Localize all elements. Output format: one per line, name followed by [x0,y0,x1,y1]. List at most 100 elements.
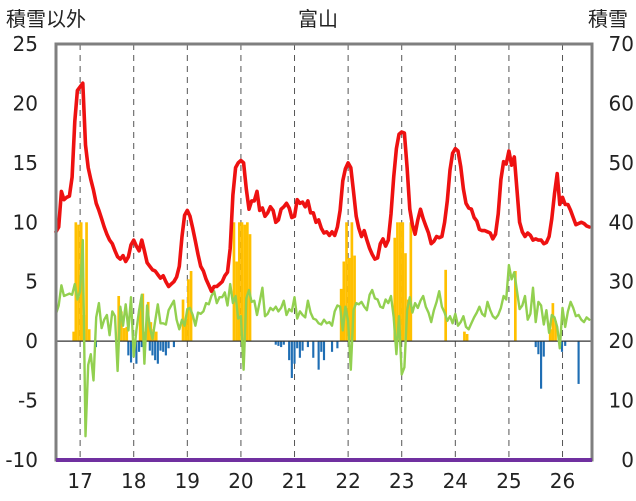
blue-bars-bar [542,341,545,357]
blue-bars-bar [290,341,293,378]
blue-bars-bar [336,341,339,349]
orange-bars-bar [401,222,405,342]
blue-bars-bar [140,341,143,348]
orange-bars-bar [551,303,555,342]
blue-bars-bar [306,341,309,348]
blue-bars-bar [127,341,130,356]
blue-bars-bar [162,341,165,352]
orange-bars-bar [240,222,244,342]
chart-title: 富山 [298,7,338,31]
left-y-tick-labels: -10 -5 0 5 10 15 20 25 [5,32,38,472]
orange-bars-bar [548,329,552,342]
orange-bars-bar [396,222,399,342]
orange-bars-bar [409,222,413,342]
blue-bars-bar [164,341,167,356]
blue-bars-bar [301,341,304,351]
blue-bars-bar [172,341,175,348]
blue-bars-bar [167,341,170,349]
orange-bars-bar [406,299,410,342]
y-left-tick-label: 15 [13,151,38,175]
orange-bars-bar [87,329,91,342]
orange-bars-bar [237,222,241,342]
orange-bars-bar [465,334,469,342]
blue-bars-bar [288,341,291,361]
x-tick-label: 22 [335,469,360,493]
blue-bars-bar [330,341,334,352]
y-right-tick-label: 0 [621,448,634,472]
blue-bars-bar [282,341,285,345]
y-left-tick-label: -5 [18,389,38,413]
y-right-tick-label: 70 [609,32,634,56]
orange-bars-bar [350,222,354,342]
orange-bars-bar [248,234,252,342]
y-right-tick-label: 60 [609,91,634,115]
blue-bars-bar [312,341,315,358]
blue-bars-bar [280,341,283,348]
orange-bars-bar [353,255,356,342]
orange-bars-bar [554,320,557,342]
y-right-tick-label: 40 [609,210,634,234]
y-left-tick-label: 0 [25,329,38,353]
red-line-series [54,81,592,293]
y-right-tick-label: 20 [609,329,634,353]
orange-bars-bar [514,271,517,342]
x-tick-label: 18 [121,469,146,493]
orange-bars-bar [393,237,397,342]
x-tick-labels: 17 18 19 20 21 22 23 24 25 26 [67,469,575,493]
orange-bars-bar [347,257,351,342]
orange-bars-bar [232,222,236,342]
blue-bars-bar [154,341,157,361]
x-tick-label: 20 [228,469,253,493]
blue-bars-bar [135,341,138,364]
orange-bars-bar [243,224,247,342]
orange-bars-bar [404,253,407,342]
orange-bars-bar [154,331,158,342]
y-right-tick-label: 10 [609,389,634,413]
orange-bars-bar [187,279,190,342]
orange-bars-bar [85,222,88,342]
y-left-tick-label: 5 [25,270,38,294]
blue-bars-bar [138,341,141,352]
x-tick-label: 21 [282,469,307,493]
blue-bars-bar [577,341,580,384]
y-left-tick-label: -10 [5,448,38,472]
x-tick-label: 24 [443,469,468,493]
orange-bars-bar [122,328,126,342]
x-tick-label: 26 [550,469,575,493]
orange-bars-bar [189,271,193,342]
orange-bars-bar [184,319,188,342]
x-tick-label: 17 [67,469,92,493]
blue-bars-bar [540,341,543,389]
y-left-tick-label: 20 [13,91,38,115]
orange-bars-bar [463,331,466,342]
blue-bars-bar [317,341,320,370]
blue-bars-bar [534,341,537,348]
green-line-series [54,238,591,438]
blue-bars-bar [274,341,277,345]
left-axis-label: 積雪以外 [6,7,86,31]
orange-bars-bar [246,222,249,342]
blue-bars-bar [296,341,299,349]
orange-bars-bar [72,331,76,342]
blue-bars-bar [564,341,567,346]
x-tick-label: 25 [496,469,521,493]
orange-bars-bar [398,222,402,342]
orange-bars-bar [77,224,80,342]
vertical-gridlines [79,44,564,460]
orange-bars-bar [345,222,348,342]
blue-bars-bar [159,341,162,351]
x-tick-label: 23 [389,469,414,493]
y-left-tick-label: 25 [13,32,38,56]
plot-frame [54,42,594,462]
blue-bars-bar [322,341,326,361]
blue-bars-bar [320,341,323,352]
blue-bars-bar [298,341,301,358]
y-right-tick-label: 30 [609,270,634,294]
blue-bars-bar [293,341,296,364]
blue-bars-bar [560,341,564,352]
y-right-tick-label: 50 [609,151,634,175]
blue-bars-bar [151,341,154,356]
right-y-tick-labels: 0 10 20 30 40 50 60 70 [609,32,634,472]
